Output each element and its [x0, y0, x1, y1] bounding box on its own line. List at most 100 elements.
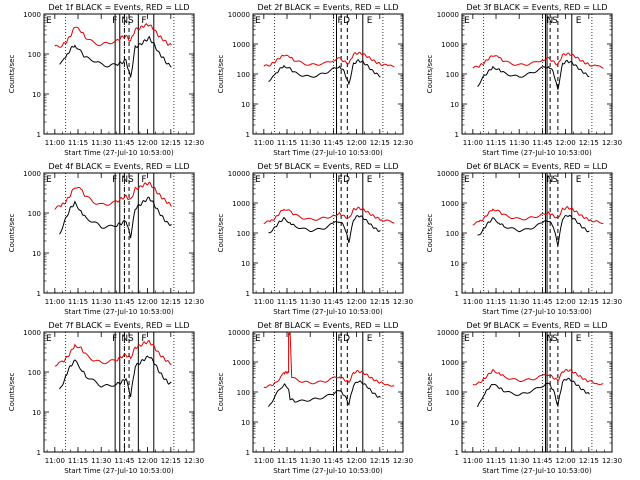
x-tick-label: 12:30: [184, 139, 204, 147]
series-red-line: [263, 332, 395, 389]
x-tick-label: 11:30: [91, 457, 111, 465]
y-tick-label: 1000: [23, 329, 41, 337]
series-black-line: [477, 214, 590, 247]
flag-label: N: [547, 334, 554, 344]
flag-label: F: [338, 175, 343, 185]
x-tick-label: 11:00: [463, 139, 483, 147]
x-tick-label: 11:30: [509, 457, 529, 465]
y-tick-label: 1: [37, 290, 41, 298]
flag-label: E: [576, 175, 582, 185]
x-tick-label: 11:45: [323, 457, 343, 465]
plot-frame: [461, 172, 613, 294]
flag-label-left: E: [255, 16, 261, 26]
x-tick-label: 12:30: [393, 457, 413, 465]
x-axis-label: Start Time (27-Jul-10 10:53:00): [482, 308, 592, 316]
plot-frame: [461, 331, 613, 453]
y-tick-label: 10: [450, 419, 459, 427]
panel-det-8: Det 8f BLACK = Events, RED = LLD Counts/s…: [217, 321, 413, 475]
series-red-line: [54, 340, 172, 367]
x-tick-label: 11:45: [532, 457, 552, 465]
x-axis-label: Start Time (27-Jul-10 10:53:00): [273, 467, 383, 475]
x-tick-label: 11:15: [277, 298, 297, 306]
x-tick-label: 11:15: [68, 298, 88, 306]
x-axis-label: Start Time (27-Jul-10 10:53:00): [64, 308, 174, 316]
x-tick-label: 12:00: [556, 298, 576, 306]
x-tick-label: 12:15: [579, 457, 599, 465]
x-axis-label: Start Time (27-Jul-10 10:53:00): [273, 149, 383, 157]
flag-label: E: [367, 175, 373, 185]
y-tick-label: 100: [446, 71, 459, 79]
y-axis-label: Counts/sec: [426, 55, 434, 94]
x-tick-label: 11:15: [68, 457, 88, 465]
plot-frame: [252, 331, 404, 453]
y-tick-label: 10000: [437, 329, 459, 337]
x-tick-label: 11:30: [509, 298, 529, 306]
x-tick-label: 11:00: [45, 139, 65, 147]
flag-label: D: [343, 175, 350, 185]
y-axis-label: Counts/sec: [8, 373, 16, 412]
y-tick-label: 10000: [228, 329, 250, 337]
x-axis-label: Start Time (27-Jul-10 10:53:00): [273, 308, 383, 316]
y-tick-label: 100: [446, 389, 459, 397]
x-tick-label: 12:15: [161, 298, 181, 306]
y-tick-label: 100: [28, 369, 41, 377]
panel-title: Det 5f BLACK = Events, RED = LLD: [257, 162, 398, 171]
flag-label: S: [128, 334, 134, 344]
panel-det-2: Det 2f BLACK = Events, RED = LLD Counts/s…: [217, 3, 413, 157]
flag-label-left: E: [46, 175, 52, 185]
y-axis-label: Counts/sec: [426, 214, 434, 253]
series-black-line: [268, 59, 381, 86]
x-tick-label: 11:45: [114, 298, 134, 306]
flag-label: F: [141, 334, 146, 344]
x-axis-label: Start Time (27-Jul-10 10:53:00): [482, 467, 592, 475]
x-axis-label: Start Time (27-Jul-10 10:53:00): [64, 149, 174, 157]
y-tick-label: 10000: [228, 170, 250, 178]
y-tick-label: 1: [246, 290, 250, 298]
x-tick-label: 12:30: [602, 457, 622, 465]
x-tick-label: 11:00: [254, 457, 274, 465]
y-tick-label: 10000: [437, 11, 459, 19]
y-axis-label: Counts/sec: [217, 214, 225, 253]
flag-label-left: E: [464, 175, 470, 185]
flag-label: F: [141, 16, 146, 26]
x-tick-label: 12:30: [184, 298, 204, 306]
plot-frame: [252, 172, 404, 294]
x-tick-label: 12:30: [602, 139, 622, 147]
y-tick-label: 1: [37, 131, 41, 139]
panel-det-3: Det 3f BLACK = Events, RED = LLD Counts/s…: [426, 3, 622, 157]
y-tick-label: 100: [237, 389, 250, 397]
x-tick-label: 11:30: [300, 298, 320, 306]
x-tick-label: 11:15: [277, 139, 297, 147]
flag-label: F: [338, 334, 343, 344]
x-axis-label: Start Time (27-Jul-10 10:53:00): [64, 467, 174, 475]
y-axis-label: Counts/sec: [426, 373, 434, 412]
x-axis-label: Start Time (27-Jul-10 10:53:00): [482, 149, 592, 157]
panel-title: Det 4f BLACK = Events, RED = LLD: [48, 162, 189, 171]
flag-label-left: E: [464, 16, 470, 26]
panel-det-9: Det 9f BLACK = Events, RED = LLD Counts/s…: [426, 321, 622, 475]
x-tick-label: 12:15: [161, 457, 181, 465]
x-tick-label: 11:30: [91, 298, 111, 306]
plot-frame: [461, 13, 613, 135]
flag-label: E: [367, 16, 373, 26]
x-tick-label: 12:15: [579, 139, 599, 147]
x-tick-label: 11:30: [91, 139, 111, 147]
series-red-line: [54, 181, 172, 210]
panel-title: Det 9f BLACK = Events, RED = LLD: [466, 321, 607, 330]
x-tick-label: 11:45: [532, 298, 552, 306]
flag-label: E: [576, 334, 582, 344]
y-tick-label: 100: [446, 230, 459, 238]
x-tick-label: 12:00: [556, 139, 576, 147]
y-axis-label: Counts/sec: [217, 55, 225, 94]
panel-det-1: Det 1f BLACK = Events, RED = LLD Counts/s…: [8, 3, 204, 157]
flag-label: F: [112, 16, 117, 26]
x-tick-label: 11:15: [486, 457, 506, 465]
y-tick-label: 1000: [232, 200, 250, 208]
y-tick-label: 10: [241, 260, 250, 268]
x-tick-label: 12:00: [347, 139, 367, 147]
y-axis-label: Counts/sec: [8, 214, 16, 253]
x-tick-label: 12:00: [347, 457, 367, 465]
series-red-line: [263, 51, 395, 68]
x-tick-label: 11:30: [509, 139, 529, 147]
